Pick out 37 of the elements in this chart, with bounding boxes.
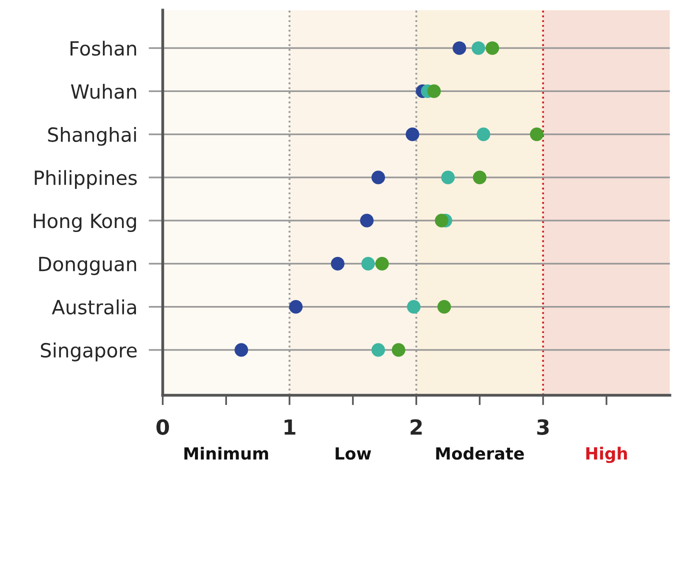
point	[360, 214, 374, 228]
point	[437, 300, 451, 314]
point	[406, 128, 420, 142]
y-tick-label: Singapore	[40, 342, 137, 362]
point	[330, 256, 344, 270]
y-tick-label: Dongguan	[39, 256, 136, 276]
text: High	[586, 446, 627, 464]
point	[361, 256, 375, 270]
y-tick-label: Foshan	[70, 40, 136, 56]
point	[371, 343, 386, 357]
x-tick-label: 1	[284, 419, 296, 435]
point	[486, 41, 500, 55]
point	[441, 170, 455, 184]
y-tick-label: Shanghai	[48, 126, 136, 146]
point	[406, 300, 421, 314]
point	[530, 128, 544, 142]
x-tick-label: 2	[410, 419, 422, 435]
point	[476, 128, 490, 142]
y-tick-label: Wuhan	[70, 84, 136, 99]
x-tick-label: 3	[537, 419, 549, 435]
point	[434, 214, 448, 228]
point	[472, 170, 486, 184]
point	[234, 343, 248, 357]
point	[472, 41, 486, 55]
point	[392, 343, 406, 357]
x-tick-label: 0	[156, 419, 169, 435]
y-tick-label: Hong Kong	[34, 214, 136, 232]
text: Minimum	[184, 446, 268, 460]
point	[452, 41, 466, 55]
point	[289, 300, 303, 314]
y-tick-label: Australia	[52, 299, 136, 314]
point	[375, 256, 389, 270]
y-tick-label: Philippines	[34, 170, 137, 189]
text: Moderate	[436, 446, 524, 460]
point	[371, 170, 386, 184]
text: Low	[336, 447, 372, 460]
point	[427, 84, 441, 98]
